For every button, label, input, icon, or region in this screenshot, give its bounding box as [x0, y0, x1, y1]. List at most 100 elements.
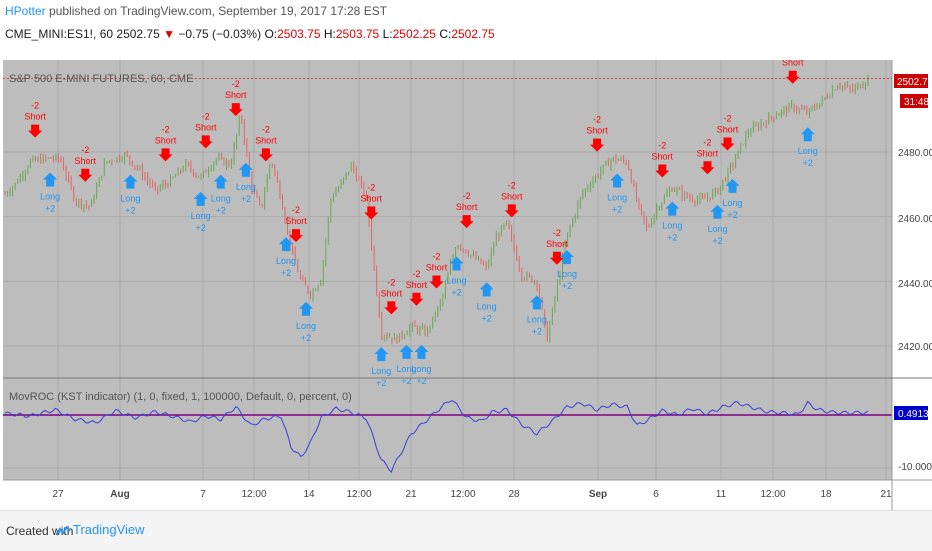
short-label: Short: [697, 148, 719, 158]
short-qty-label: -2: [262, 124, 270, 134]
long-qty-label: +2: [216, 206, 226, 216]
x-tick-label: 12:00: [760, 489, 785, 500]
down-arrow-icon: ▼: [163, 27, 176, 41]
short-qty-label: -2: [724, 114, 732, 124]
high-label: H:: [323, 27, 336, 41]
short-label: Short: [225, 90, 247, 100]
short-label: Short: [361, 194, 383, 204]
long-qty-label: +2: [45, 203, 55, 213]
long-arrow-icon: [449, 256, 464, 271]
long-qty-label: +2: [416, 376, 426, 386]
long-label: Long: [371, 366, 391, 376]
short-label: Short: [381, 288, 403, 298]
short-arrow-icon: [720, 137, 735, 151]
long-qty-label: +2: [562, 281, 572, 291]
long-arrow-icon: [610, 173, 625, 188]
short-qty-label: -2: [553, 228, 561, 238]
short-label: Short: [426, 263, 448, 273]
short-arrow-icon: [258, 148, 273, 162]
tradingview-logo[interactable]: TradingView: [55, 522, 145, 537]
footer: Created with TradingView: [0, 510, 932, 551]
long-qty-label: +2: [401, 376, 411, 386]
short-qty-label: -2: [292, 205, 300, 215]
high-value: 2503.75: [335, 27, 380, 41]
long-label: Long: [396, 364, 416, 374]
price-badge: [894, 74, 928, 88]
indicator-pane-background: [3, 378, 892, 480]
long-arrow-icon: [374, 347, 389, 362]
long-qty-label: +2: [301, 333, 311, 343]
indicator-layer: [3, 400, 892, 474]
short-label: Short: [195, 122, 217, 132]
x-tick-label: 12:00: [241, 489, 266, 500]
short-qty-label: -2: [202, 111, 210, 121]
short-qty-label: -2: [658, 141, 666, 151]
candles: [3, 74, 892, 345]
long-qty-label: +2: [803, 158, 813, 168]
short-arrow-icon: [549, 251, 564, 265]
price-change: −0.75 (−0.03%): [178, 27, 262, 41]
long-qty-label: +2: [532, 326, 542, 336]
low-value: 2502.25: [392, 27, 436, 41]
short-label: Short: [255, 135, 277, 145]
long-label: Long: [607, 193, 627, 203]
short-arrow-icon: [228, 103, 243, 117]
long-arrow-icon: [399, 344, 414, 359]
short-label: Short: [717, 125, 739, 135]
short-qty-label: -2: [432, 252, 440, 262]
long-label: Long: [557, 269, 577, 279]
long-arrow-icon: [123, 174, 138, 189]
x-tick-label: 18: [820, 489, 832, 500]
indicator-line: [4, 400, 869, 474]
publish-info: HPotter published on TradingView.com, Se…: [5, 4, 387, 18]
short-arrow-icon: [384, 301, 399, 315]
open-label: O:: [264, 27, 278, 41]
short-label: Short: [546, 239, 568, 249]
short-arrow-icon: [364, 206, 379, 220]
long-qty-label: +2: [281, 268, 291, 278]
short-arrow-icon: [785, 70, 800, 84]
low-label: L:: [382, 27, 393, 41]
long-arrow-icon: [299, 301, 314, 316]
y-tick-label: 2460.00: [898, 214, 932, 225]
symbol-info-bar: CME_MINI:ES1!, 60 2502.75 ▼ −0.75 (−0.03…: [5, 27, 495, 41]
short-label: Short: [75, 156, 97, 166]
x-tick-label: 21: [405, 489, 417, 500]
long-label: Long: [707, 224, 727, 234]
long-qty-label: +2: [376, 378, 386, 388]
short-qty-label: -2: [463, 191, 471, 201]
short-arrow-icon: [700, 161, 715, 175]
long-qty-label: +2: [612, 205, 622, 215]
long-arrow-icon: [414, 344, 429, 359]
short-arrow-icon: [590, 138, 605, 152]
short-label: Short: [155, 135, 177, 145]
long-label: Long: [191, 211, 211, 221]
time-axis[interactable]: 27 Aug 7 12:00 14 12:00 21 12:00 28 Sep …: [52, 489, 892, 500]
author-link[interactable]: HPotter: [5, 4, 46, 18]
long-qty-label: +2: [125, 206, 135, 216]
x-tick-label: 12:00: [346, 489, 371, 500]
x-tick-label: Aug: [110, 489, 129, 500]
tradingview-brand: TradingView: [73, 522, 145, 537]
price-axis[interactable]: 2480.00 2460.00 2440.00 2420.00 -10.0000: [898, 148, 932, 473]
long-arrow-icon: [529, 295, 544, 310]
indicator-value-badge-text: 0.4913: [898, 409, 929, 420]
long-qty-label: +2: [712, 236, 722, 246]
x-tick-label: 7: [200, 489, 206, 500]
long-arrow-icon: [238, 162, 253, 177]
long-label: Long: [798, 146, 818, 156]
short-label: Short: [782, 60, 804, 68]
short-arrow-icon: [198, 135, 213, 149]
short-label: Short: [652, 152, 674, 162]
short-arrow-icon: [429, 275, 444, 289]
symbol-label: CME_MINI:ES1!, 60: [5, 27, 114, 41]
short-arrow-icon: [158, 148, 173, 162]
long-arrow-icon: [559, 250, 574, 265]
long-label: Long: [411, 364, 431, 374]
long-arrow-icon: [43, 172, 58, 187]
long-label: Long: [236, 182, 256, 192]
long-qty-label: +2: [451, 288, 461, 298]
long-arrow-icon: [213, 174, 228, 189]
x-tick-label: 12:00: [450, 489, 475, 500]
chart-area[interactable]: -2ShortLong+2-2ShortLong+2-2ShortLong+2-…: [0, 60, 932, 510]
